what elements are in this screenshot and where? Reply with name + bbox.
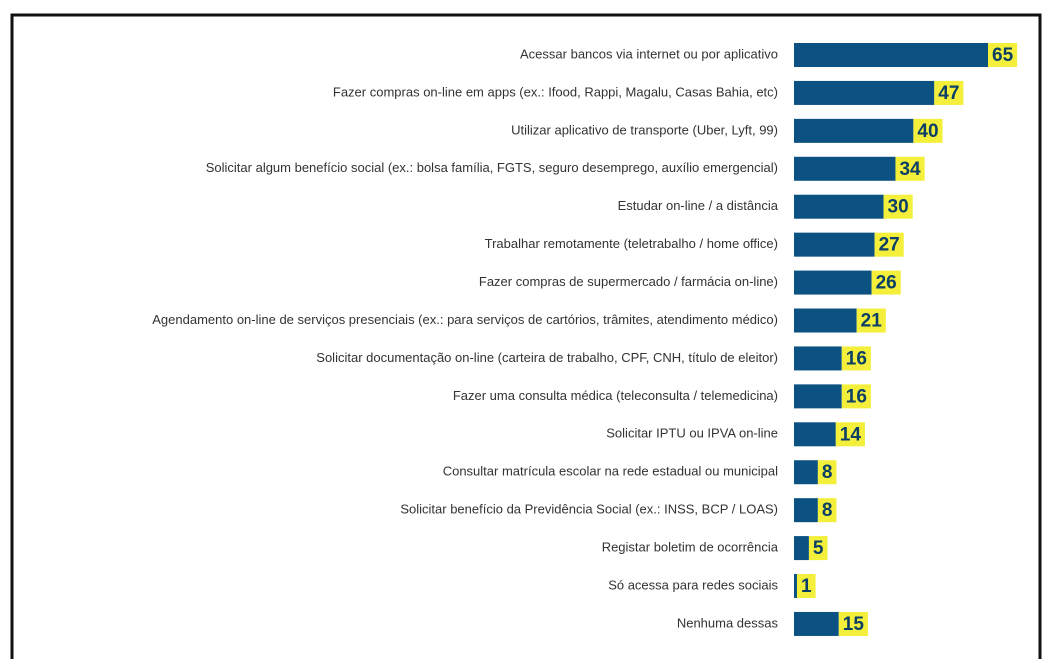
category-label: Acessar bancos via internet ou por aplic… (520, 46, 778, 61)
value-label-bg (817, 498, 837, 523)
bar (794, 611, 839, 636)
value-label: 16 (846, 386, 867, 407)
value-label-bg (883, 194, 913, 219)
value-label: 40 (917, 121, 938, 142)
value-label-bg (835, 422, 865, 447)
bar (794, 156, 896, 181)
value-label-bg (841, 384, 871, 409)
value-label-bg (934, 80, 964, 105)
bar (794, 422, 836, 447)
category-label: Registar boletim de ocorrência (602, 540, 779, 555)
value-label-bg (913, 118, 943, 143)
value-label: 5 (813, 538, 824, 559)
category-label: Estudar on-line / a distância (618, 198, 779, 213)
value-label-bg (796, 574, 816, 599)
value-label: 26 (876, 273, 897, 294)
value-label: 15 (843, 614, 865, 635)
bar (794, 232, 875, 257)
value-label: 8 (822, 500, 833, 521)
value-label-bg (895, 156, 925, 181)
value-label: 8 (822, 462, 833, 483)
value-label-bg (808, 536, 828, 561)
category-label: Fazer compras on-line em apps (ex.: Ifoo… (333, 84, 778, 99)
bar (794, 536, 809, 561)
category-label: Solicitar IPTU ou IPVA on-line (606, 426, 778, 441)
value-label-bg (838, 611, 868, 636)
value-label-bg (874, 232, 904, 257)
bar (794, 460, 818, 485)
bar (794, 574, 797, 599)
bar (794, 270, 872, 295)
value-label: 30 (888, 197, 909, 218)
category-label: Solicitar benefício da Previdência Socia… (400, 502, 778, 517)
value-label: 16 (846, 348, 867, 369)
bar (794, 498, 818, 523)
value-label: 21 (861, 311, 883, 332)
category-label: Solicitar algum benefício social (ex.: b… (206, 160, 778, 175)
value-label-bg (841, 346, 871, 371)
value-label-bg (871, 270, 901, 295)
category-label: Só acessa para redes sociais (608, 577, 778, 592)
bar (794, 80, 935, 105)
bar (794, 118, 914, 143)
bar (794, 384, 842, 409)
category-label: Agendamento on-line de serviços presenci… (152, 312, 778, 327)
value-label-bg (856, 308, 886, 333)
value-label: 47 (938, 83, 959, 104)
bar (794, 308, 857, 333)
category-label: Trabalhar remotamente (teletrabalho / ho… (485, 236, 778, 251)
frame (10, 13, 1042, 659)
bar (794, 346, 842, 371)
category-label: Utilizar aplicativo de transporte (Uber,… (511, 122, 778, 137)
bar (794, 43, 988, 67)
category-label: Nenhuma dessas (677, 615, 779, 630)
bar (794, 194, 884, 219)
value-label-bg (817, 460, 837, 485)
value-label: 14 (840, 424, 862, 445)
category-label: Fazer compras de supermercado / farmácia… (479, 274, 778, 289)
category-label: Fazer uma consulta médica (teleconsulta … (453, 388, 778, 403)
value-label: 65 (992, 45, 1014, 66)
category-label: Consultar matrícula escolar na rede esta… (443, 464, 778, 479)
value-label-bg (988, 43, 1018, 67)
value-label: 1 (801, 576, 812, 597)
value-label: 34 (899, 159, 921, 180)
value-label: 27 (879, 235, 900, 256)
category-label: Solicitar documentação on-line (carteira… (316, 350, 778, 365)
